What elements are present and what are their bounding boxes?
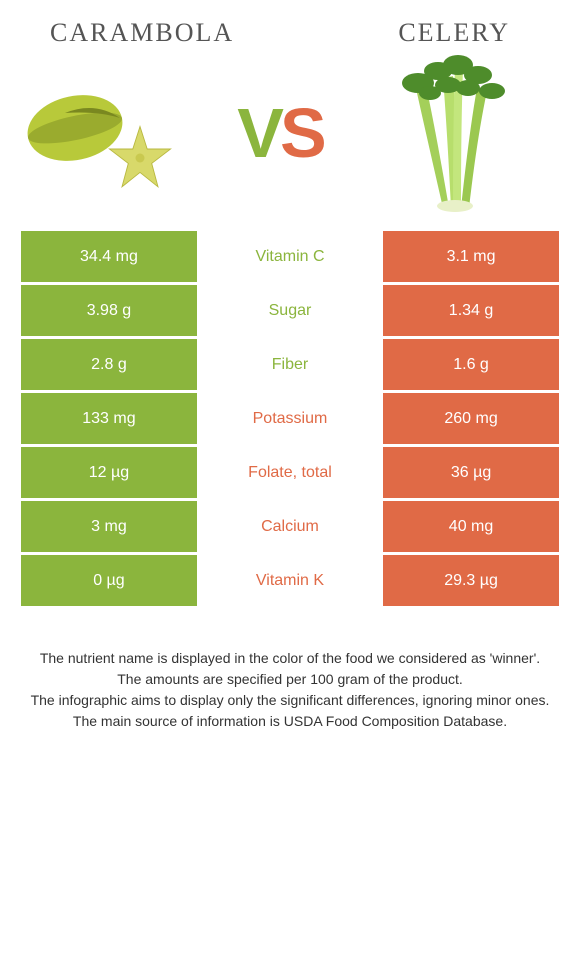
- nutrient-row: 0 µgVitamin K29.3 µg: [20, 554, 561, 608]
- footnote-line: The nutrient name is displayed in the co…: [30, 649, 550, 668]
- vs-label: VS: [237, 93, 322, 173]
- value-left: 0 µg: [20, 554, 199, 608]
- nutrient-label: Calcium: [198, 500, 381, 554]
- footnotes: The nutrient name is displayed in the co…: [0, 609, 580, 731]
- value-left: 3 mg: [20, 500, 199, 554]
- nutrient-label: Potassium: [198, 392, 381, 446]
- value-left: 133 mg: [20, 392, 199, 446]
- value-right: 1.6 g: [382, 338, 561, 392]
- nutrient-label: Vitamin C: [198, 230, 381, 284]
- vs-v: V: [237, 94, 280, 172]
- value-left: 12 µg: [20, 446, 199, 500]
- value-right: 29.3 µg: [382, 554, 561, 608]
- celery-image: [370, 58, 540, 208]
- value-left: 3.98 g: [20, 284, 199, 338]
- vs-s: S: [280, 94, 323, 172]
- nutrient-row: 133 mgPotassium260 mg: [20, 392, 561, 446]
- value-right: 40 mg: [382, 500, 561, 554]
- value-right: 260 mg: [382, 392, 561, 446]
- food-title-left: CARAMBOLA: [50, 18, 234, 48]
- value-left: 2.8 g: [20, 338, 199, 392]
- value-left: 34.4 mg: [20, 230, 199, 284]
- value-right: 1.34 g: [382, 284, 561, 338]
- value-right: 36 µg: [382, 446, 561, 500]
- nutrient-label: Folate, total: [198, 446, 381, 500]
- nutrient-label: Vitamin K: [198, 554, 381, 608]
- nutrient-row: 2.8 gFiber1.6 g: [20, 338, 561, 392]
- nutrient-label: Fiber: [198, 338, 381, 392]
- footnote-line: The infographic aims to display only the…: [30, 691, 550, 710]
- nutrient-row: 12 µgFolate, total36 µg: [20, 446, 561, 500]
- carambola-image: [20, 58, 190, 208]
- nutrient-label: Sugar: [198, 284, 381, 338]
- nutrient-row: 34.4 mgVitamin C3.1 mg: [20, 230, 561, 284]
- value-right: 3.1 mg: [382, 230, 561, 284]
- header-row: CARAMBOLA CELERY: [0, 0, 580, 48]
- nutrient-row: 3 mgCalcium40 mg: [20, 500, 561, 554]
- hero-section: VS: [0, 48, 580, 228]
- nutrient-row: 3.98 gSugar1.34 g: [20, 284, 561, 338]
- food-title-right: CELERY: [398, 18, 510, 48]
- nutrient-table: 34.4 mgVitamin C3.1 mg3.98 gSugar1.34 g2…: [18, 228, 562, 609]
- footnote-line: The amounts are specified per 100 gram o…: [30, 670, 550, 689]
- footnote-line: The main source of information is USDA F…: [30, 712, 550, 731]
